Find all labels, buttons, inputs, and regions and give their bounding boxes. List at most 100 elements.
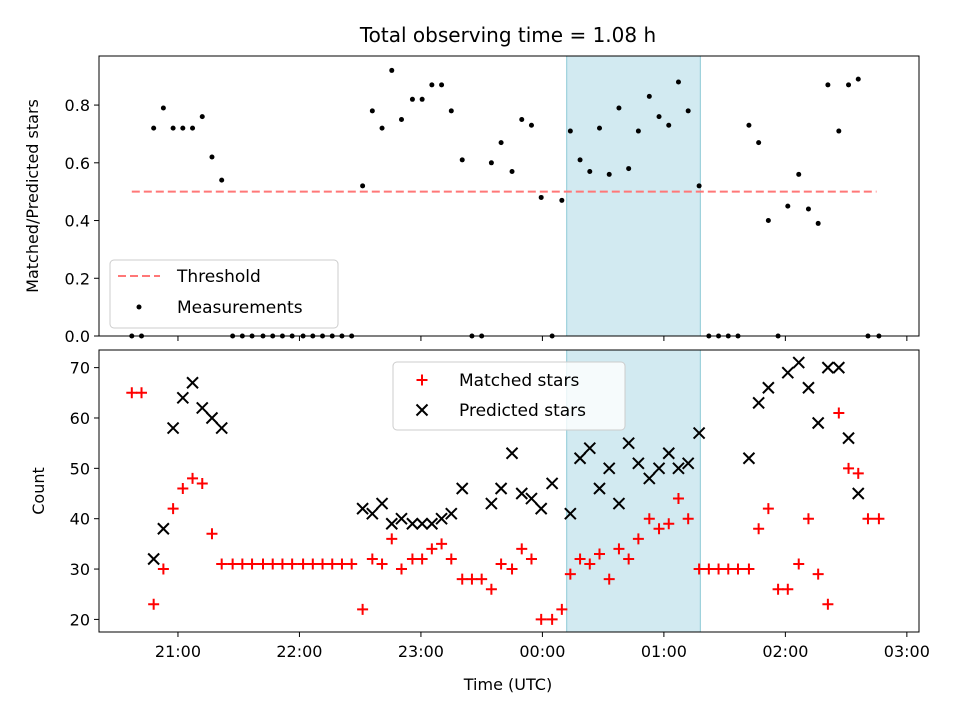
bottom-y-tick-label: 50 [70,459,90,478]
bottom-y-tick-label: 40 [70,510,90,529]
predicted-star-point [456,482,469,495]
predicted-stars-points [147,356,865,566]
matched-star-point [136,387,148,399]
matched-star-point [564,568,576,580]
measurement-point [151,125,157,131]
top-y-ticks: 0.0 0.2 0.4 0.6 0.8 [65,96,99,346]
predicted-star-point [505,447,519,460]
measurement-point [389,67,395,73]
measurement-point [846,82,852,88]
measurement-point [409,96,415,102]
top-legend: Threshold Measurements [109,259,339,329]
matched-star-point [843,462,855,474]
predicted-star-point [356,502,369,515]
legend-matched-swatch [416,374,428,386]
predicted-star-point [792,356,805,369]
bottom-axes-frame [98,349,920,633]
matched-star-point [276,558,288,570]
top-panel: 0.00.20.40.60.8 Matched/Predicted stars … [23,55,920,346]
measurement-point [219,177,225,183]
measurement-point [567,128,573,134]
measurement-point [199,114,205,120]
predicted-star-point [545,477,559,490]
top-highlight-span [566,55,701,337]
predicted-star-point [415,517,429,530]
matched-star-point [584,558,596,570]
top-legend-box [109,259,339,329]
matched-star-point [693,563,705,575]
matched-star-point [126,387,138,399]
bottom-panel: 20 30 40 50 60 70 21:00 22:00 23:00 00:00 01:00 02… [29,349,930,694]
measurement-point [656,114,662,120]
bottom-x-ticks: 21:00 22:00 23:00 00:00 01:00 02:00 03:00 [155,632,930,661]
matched-star-point [663,518,675,530]
matched-star-point [436,538,448,550]
measurement-point [488,160,494,166]
measurement-point [439,82,445,88]
matched-star-point [535,613,547,625]
matched-stars-points [126,387,885,625]
measurement-point [528,122,534,128]
predicted-star-point [406,517,419,530]
matched-star-point [506,563,518,575]
highlight-span-rect [566,55,701,337]
predicted-star-point [395,512,408,525]
legend-predicted-swatch [415,403,429,417]
matched-star-point [852,467,864,479]
matched-star-point [236,558,248,570]
predicted-star-point [147,552,160,566]
matched-star-point [307,558,319,570]
measurement-point [805,206,811,212]
legend-x-marker [415,403,429,417]
predicted-star-point [742,452,756,465]
measurement-point [825,82,831,88]
legend-matched-label: Matched stars [459,371,579,391]
predicted-star-point [762,381,775,394]
matched-star-point [196,477,208,489]
predicted-star-point [564,507,577,520]
predicted-star-point [612,497,626,510]
measurement-point [756,140,762,146]
measurement-point [180,125,186,131]
predicted-star-point [643,472,656,485]
measurement-point [369,108,375,114]
predicted-star-point [802,381,815,394]
measurement-point [597,125,603,131]
legend-predicted-label: Predicted stars [459,401,586,421]
measurement-point [429,82,435,88]
measurement-point [190,125,196,131]
measurement-point [855,76,861,82]
top-y-tick-label: 0.2 [65,269,90,288]
measurement-point [675,79,681,85]
predicted-star-point [593,482,606,495]
predicted-star-point [445,507,458,520]
predicted-star-point [632,457,645,470]
bottom-x-tick-label: 00:00 [519,642,565,661]
top-y-axis-label: Matched/Predicted stars [23,99,42,293]
matched-star-point [623,553,635,565]
matched-star-point [653,523,665,535]
bottom-y-tick-label: 60 [70,409,90,428]
measurement-point [796,171,802,177]
matched-star-point [386,533,398,545]
measurement-point [616,105,622,111]
matched-star-point [366,553,378,565]
matched-star-point [713,563,725,575]
predicted-star-point [215,421,228,435]
matched-star-point [167,503,179,515]
top-y-tick-label: 0.6 [65,154,90,173]
measurement-point [765,218,771,224]
bottom-x-tick-label: 22:00 [276,642,322,661]
measurement-point [696,183,702,189]
measurement-point [559,197,565,203]
matched-star-point [762,503,774,515]
predicted-star-point [752,396,765,410]
matched-star-point [812,568,824,580]
predicted-star-point [176,391,190,405]
matched-star-point [753,523,765,535]
predicted-star-point [852,487,865,500]
matched-star-point [643,513,655,525]
matched-star-point [594,548,606,560]
predicted-star-point [672,462,685,475]
measurement-point [815,220,821,226]
